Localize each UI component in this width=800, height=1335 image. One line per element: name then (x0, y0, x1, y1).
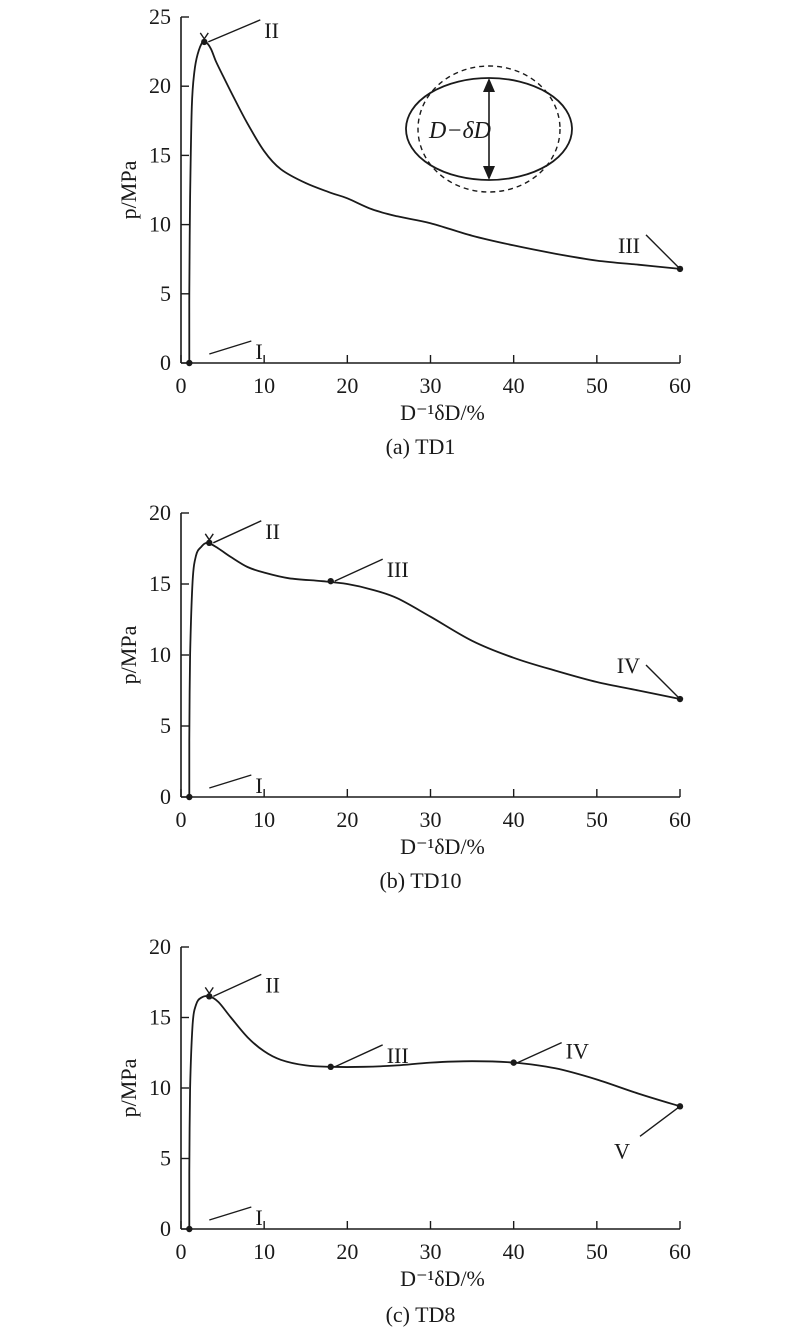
y-tick-label: 25 (149, 4, 171, 29)
panel-caption: (a) TD1 (386, 434, 456, 459)
point-label-II: II (265, 972, 280, 997)
deformation-inset: D−δD (405, 65, 573, 193)
inset-label: D−δD (428, 118, 491, 144)
point-label-V: V (614, 1138, 630, 1163)
x-tick-label: 40 (503, 373, 525, 398)
y-tick-label: 5 (160, 281, 171, 306)
point-marker-III (327, 1063, 334, 1071)
leader-line (645, 664, 681, 700)
x-tick-label: 20 (336, 807, 358, 832)
x-tick-label: 50 (586, 373, 608, 398)
leader-line (209, 1206, 252, 1221)
x-tick-label: 20 (336, 1239, 358, 1264)
x-tick-label: 0 (176, 373, 187, 398)
leader-line (209, 340, 252, 355)
chart-panel-a: 0 5 10 15 20 25 0 10 20 30 40 50 60 p/MPa D⁻¹δD/% (a) T… (116, 4, 691, 459)
y-tick-label: 15 (149, 1005, 171, 1030)
point-label-IV: IV (566, 1039, 589, 1064)
leader-line (334, 1044, 383, 1068)
leader-line (639, 1105, 681, 1137)
x-tick-label: 0 (176, 1239, 187, 1264)
point-marker-I (186, 359, 193, 367)
y-tick-label: 15 (149, 142, 171, 167)
x-tick-label: 30 (420, 807, 442, 832)
y-tick-label: 5 (160, 713, 171, 738)
x-tick-label: 10 (253, 1239, 275, 1264)
x-axis-label: D⁻¹δD/% (400, 400, 485, 425)
x-tick-label: 20 (336, 373, 358, 398)
y-tick-label: 0 (160, 350, 171, 375)
chart-panel-b: 0 5 10 15 20 0 10 20 30 40 50 60 p/MPa D⁻¹δD/% (b) TD1… (116, 500, 691, 893)
leader-line (645, 234, 681, 270)
y-tick-label: 10 (149, 1075, 171, 1100)
x-tick-label: 50 (586, 807, 608, 832)
point-marker-I (186, 793, 193, 801)
pressure-curve (188, 995, 681, 1230)
x-tick-label: 60 (669, 807, 691, 832)
point-marker-I (186, 1225, 193, 1233)
leader-line (334, 558, 383, 582)
x-tick-label: 0 (176, 807, 187, 832)
peak-mark (204, 533, 214, 542)
x-axis-label: D⁻¹δD/% (400, 1266, 485, 1291)
chart-panel-c: 0 5 10 15 20 0 10 20 30 40 50 60 p/MPa D⁻¹δD/% (c) TD8… (116, 934, 691, 1327)
arrow-up-icon (483, 78, 495, 92)
point-marker-IV (510, 1059, 517, 1066)
point-label-I: I (255, 773, 262, 798)
leader-line (212, 973, 262, 997)
y-tick-label: 5 (160, 1146, 171, 1171)
pressure-curve (188, 39, 681, 364)
leader-line (208, 19, 261, 43)
y-tick-label: 0 (160, 784, 171, 809)
x-tick-label: 10 (253, 807, 275, 832)
original-circle (417, 65, 561, 193)
x-tick-label: 30 (420, 1239, 442, 1264)
y-axis-label: p/MPa (116, 1058, 141, 1117)
y-tick-label: 10 (149, 212, 171, 237)
point-label-II: II (264, 18, 279, 43)
point-marker-II (206, 993, 213, 1000)
x-axis-label: D⁻¹δD/% (400, 834, 485, 859)
point-marker-II (206, 539, 213, 547)
y-tick-label: 10 (149, 642, 171, 667)
point-marker-II (201, 38, 208, 46)
point-marker-III (327, 577, 334, 585)
pressure-curve (188, 541, 681, 798)
leader-line (517, 1041, 562, 1064)
x-tick-label: 40 (503, 1239, 525, 1264)
y-tick-label: 0 (160, 1216, 171, 1241)
peak-mark (199, 32, 209, 41)
point-label-III: III (387, 557, 409, 582)
panel-caption: (c) TD8 (386, 1302, 456, 1327)
arrow-down-icon (483, 166, 495, 180)
point-label-III: III (387, 1043, 409, 1068)
x-tick-label: 40 (503, 807, 525, 832)
x-tick-label: 60 (669, 1239, 691, 1264)
point-label-IV: IV (617, 653, 640, 678)
x-tick-label: 50 (586, 1239, 608, 1264)
y-axis-label: p/MPa (116, 625, 141, 684)
y-tick-label: 20 (149, 73, 171, 98)
point-label-I: I (255, 1205, 262, 1230)
panel-caption: (b) TD10 (379, 868, 461, 893)
point-label-II: II (265, 519, 280, 544)
y-tick-label: 15 (149, 571, 171, 596)
x-tick-label: 10 (253, 373, 275, 398)
leader-line (212, 520, 262, 544)
x-tick-label: 60 (669, 373, 691, 398)
leader-line (209, 774, 252, 789)
x-tick-label: 30 (420, 373, 442, 398)
y-axis-label: p/MPa (116, 160, 141, 219)
point-label-I: I (255, 339, 262, 364)
y-tick-label: 20 (149, 500, 171, 525)
point-label-III: III (618, 233, 640, 258)
y-tick-label: 20 (149, 934, 171, 959)
peak-mark (204, 986, 214, 995)
